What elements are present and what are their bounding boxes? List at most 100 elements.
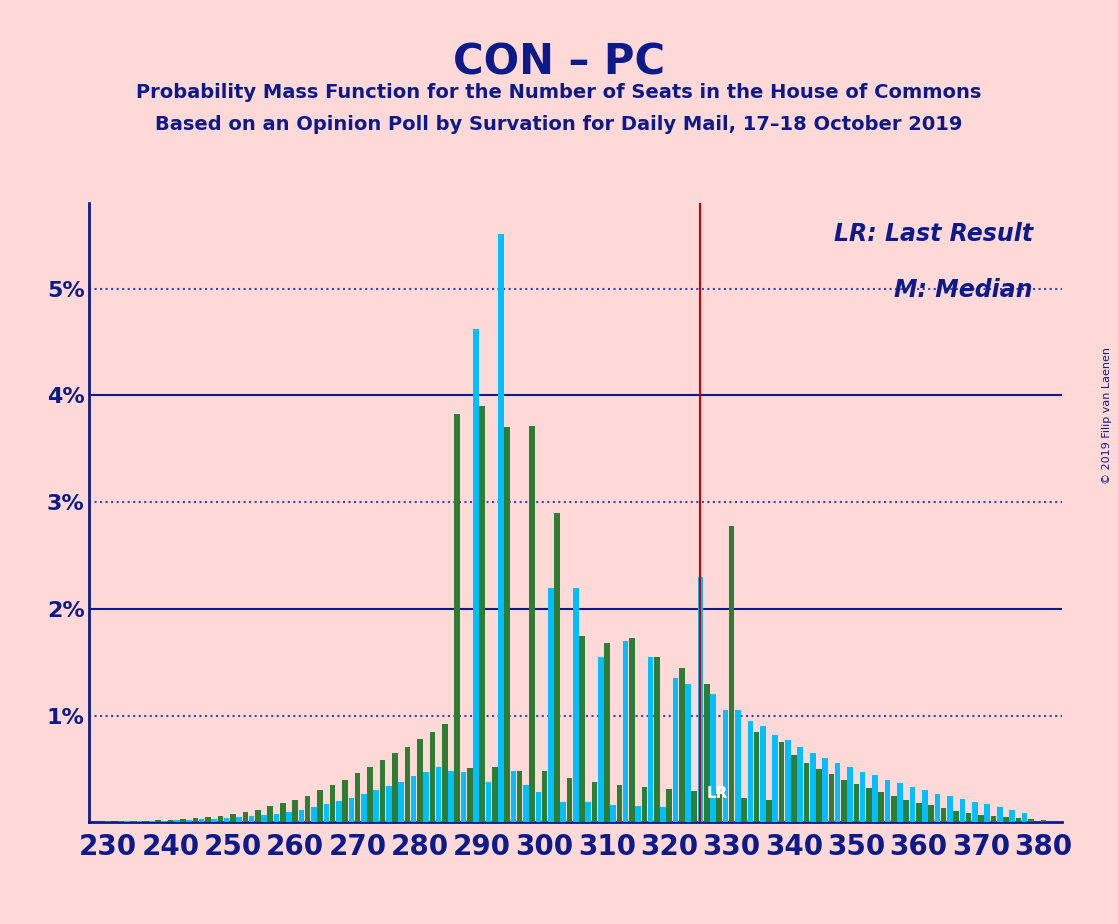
Bar	[398, 782, 404, 822]
Bar	[380, 760, 386, 822]
Bar	[809, 753, 815, 822]
Bar	[860, 772, 865, 822]
Bar	[785, 740, 790, 822]
Bar	[579, 636, 585, 822]
Bar	[323, 804, 329, 822]
Bar	[991, 816, 996, 822]
Bar	[947, 796, 953, 822]
Bar	[192, 818, 198, 822]
Bar	[797, 747, 803, 822]
Bar	[922, 790, 928, 822]
Bar	[704, 684, 710, 822]
Bar	[884, 780, 890, 822]
Bar	[941, 808, 947, 822]
Bar	[286, 811, 292, 822]
Bar	[124, 821, 130, 822]
Bar	[847, 767, 853, 822]
Bar	[280, 803, 285, 822]
Bar	[591, 782, 597, 822]
Bar	[935, 794, 940, 822]
Bar	[741, 797, 747, 822]
Bar	[161, 821, 167, 822]
Bar	[168, 821, 173, 822]
Bar	[617, 785, 623, 822]
Bar	[342, 780, 348, 822]
Bar	[1022, 813, 1027, 822]
Bar	[354, 773, 360, 822]
Bar	[248, 816, 255, 822]
Bar	[417, 739, 423, 822]
Bar	[255, 809, 260, 822]
Bar	[311, 808, 316, 822]
Bar	[429, 732, 435, 822]
Bar	[243, 811, 248, 822]
Bar	[828, 774, 834, 822]
Bar	[523, 785, 529, 822]
Bar	[666, 789, 672, 822]
Bar	[910, 787, 916, 822]
Bar	[448, 772, 454, 822]
Bar	[224, 818, 229, 822]
Text: CON – PC: CON – PC	[453, 42, 665, 83]
Bar	[916, 803, 921, 822]
Bar	[405, 747, 410, 822]
Bar	[698, 577, 703, 822]
Bar	[305, 796, 311, 822]
Bar	[230, 814, 236, 822]
Bar	[1010, 809, 1015, 822]
Bar	[105, 821, 111, 822]
Bar	[436, 767, 442, 822]
Bar	[792, 755, 797, 822]
Bar	[467, 768, 473, 822]
Bar	[567, 777, 572, 822]
Bar	[461, 772, 466, 822]
Bar	[392, 753, 398, 822]
Bar	[218, 816, 224, 822]
Bar	[499, 235, 504, 822]
Bar	[117, 821, 123, 822]
Text: M: Median: M: Median	[894, 277, 1033, 301]
Bar	[748, 721, 754, 822]
Bar	[293, 800, 299, 822]
Bar	[766, 800, 771, 822]
Bar	[442, 724, 447, 822]
Bar	[816, 769, 822, 822]
Bar	[529, 426, 534, 822]
Bar	[337, 801, 342, 822]
Bar	[349, 797, 354, 822]
Bar	[424, 772, 429, 822]
Bar	[710, 694, 716, 822]
Bar	[187, 821, 192, 822]
Bar	[504, 428, 510, 822]
Bar	[330, 785, 335, 822]
Bar	[635, 807, 641, 822]
Bar	[480, 406, 485, 822]
Bar	[1015, 818, 1021, 822]
Bar	[155, 821, 161, 822]
Bar	[972, 802, 977, 822]
Bar	[373, 790, 379, 822]
Bar	[542, 772, 548, 822]
Bar	[410, 776, 417, 822]
Bar	[485, 782, 491, 822]
Bar	[779, 742, 785, 822]
Bar	[654, 657, 660, 822]
Bar	[897, 783, 903, 822]
Bar	[735, 711, 741, 822]
Text: Based on an Opinion Poll by Survation for Daily Mail, 17–18 October 2019: Based on an Opinion Poll by Survation fo…	[155, 116, 963, 135]
Bar	[903, 800, 909, 822]
Bar	[959, 799, 965, 822]
Bar	[180, 820, 186, 822]
Bar	[866, 788, 872, 822]
Bar	[1003, 817, 1008, 822]
Bar	[966, 813, 972, 822]
Bar	[928, 806, 934, 822]
Text: LR: Last Result: LR: Last Result	[834, 222, 1033, 246]
Text: LR: LR	[707, 786, 728, 801]
Bar	[685, 684, 691, 822]
Bar	[492, 767, 498, 822]
Bar	[236, 817, 241, 822]
Text: Probability Mass Function for the Number of Seats in the House of Commons: Probability Mass Function for the Number…	[136, 83, 982, 103]
Bar	[473, 329, 479, 822]
Bar	[604, 643, 609, 822]
